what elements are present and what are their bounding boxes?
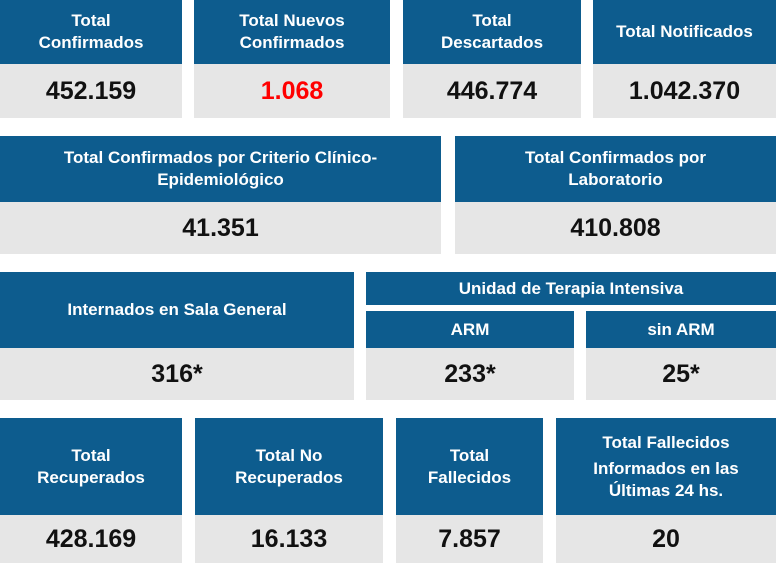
card-header: Total Nuevos Confirmados xyxy=(194,0,390,64)
card-uti-arm: ARM 233* xyxy=(366,311,574,400)
card-value: 1.042.370 xyxy=(593,64,776,118)
card-value: 428.169 xyxy=(0,515,182,563)
header-line-3: Últimas 24 hs. xyxy=(608,480,724,500)
header-line-2: Recuperados xyxy=(37,467,145,487)
card-header: ARM xyxy=(366,311,574,348)
header-line-1: Total No xyxy=(255,445,323,465)
header-line-1: Total Nuevos xyxy=(239,11,345,30)
header-line-1: Total xyxy=(449,445,490,465)
card-value: 16.133 xyxy=(195,515,383,563)
uti-title-band: Unidad de Terapia Intensiva xyxy=(366,272,776,305)
card-header: Total Notificados xyxy=(593,0,776,64)
card-internados-sala-general: Internados en Sala General 316* xyxy=(0,272,354,400)
card-total-confirmados: Total Confirmados 452.159 xyxy=(0,0,182,118)
card-header: Total No Recuperados xyxy=(195,418,383,515)
card-value: 1.068 xyxy=(194,64,390,118)
uti-title: Unidad de Terapia Intensiva xyxy=(458,278,684,298)
card-total-no-recuperados: Total No Recuperados 16.133 xyxy=(195,418,383,563)
card-value: 446.774 xyxy=(403,64,581,118)
header-line-2: Epidemiológico xyxy=(157,170,284,189)
header-line-2: Confirmados xyxy=(38,33,144,52)
header-line-1: Total Confirmados por xyxy=(524,148,706,167)
card-value: 20 xyxy=(556,515,776,563)
header-line-1: Total xyxy=(472,11,512,30)
card-value: 25* xyxy=(586,348,776,400)
card-fallecidos-ultimas-24hs: Total Fallecidos Informados en las Últim… xyxy=(556,418,776,563)
card-confirmados-laboratorio: Total Confirmados por Laboratorio 410.80… xyxy=(455,136,776,254)
card-value: 41.351 xyxy=(0,202,441,254)
card-total-nuevos-confirmados: Total Nuevos Confirmados 1.068 xyxy=(194,0,390,118)
card-header: Total Fallecidos Informados en las Últim… xyxy=(556,418,776,515)
header-line-2: Laboratorio xyxy=(568,170,663,189)
card-total-notificados: Total Notificados 1.042.370 xyxy=(593,0,776,118)
card-value: 233* xyxy=(366,348,574,400)
header-line-1: Total xyxy=(71,11,111,30)
card-total-descartados: Total Descartados 446.774 xyxy=(403,0,581,118)
card-value: 452.159 xyxy=(0,64,182,118)
card-header: Total Confirmados por Criterio Clínico- … xyxy=(0,136,441,202)
card-header: Total Recuperados xyxy=(0,418,182,515)
header-line-1: Total Confirmados por Criterio Clínico- xyxy=(63,148,378,167)
header-line-1: Total Fallecidos xyxy=(602,432,730,452)
card-header: Internados en Sala General xyxy=(0,272,354,348)
card-header: Total Confirmados xyxy=(0,0,182,64)
header-label: Internados en Sala General xyxy=(67,300,287,319)
card-total-recuperados: Total Recuperados 428.169 xyxy=(0,418,182,563)
card-uti-sin-arm: sin ARM 25* xyxy=(586,311,776,400)
header-line-2: Informados en las xyxy=(593,458,739,478)
header-line-1: Total Notificados xyxy=(616,22,753,41)
card-confirmados-criterio-clinico: Total Confirmados por Criterio Clínico- … xyxy=(0,136,441,254)
card-header: Total Descartados xyxy=(403,0,581,64)
card-header: Total Fallecidos xyxy=(396,418,543,515)
header-line-2: Confirmados xyxy=(239,33,345,52)
card-header: sin ARM xyxy=(586,311,776,348)
card-value: 410.808 xyxy=(455,202,776,254)
header-label: ARM xyxy=(450,319,490,339)
header-line-2: Fallecidos xyxy=(427,467,512,487)
card-value: 316* xyxy=(0,348,354,400)
header-line-1: Total xyxy=(71,445,111,465)
header-label: sin ARM xyxy=(647,319,715,339)
header-line-2: Recuperados xyxy=(235,467,343,487)
header-line-2: Descartados xyxy=(440,33,544,52)
card-value: 7.857 xyxy=(396,515,543,563)
card-header: Total Confirmados por Laboratorio xyxy=(455,136,776,202)
card-total-fallecidos: Total Fallecidos 7.857 xyxy=(396,418,543,563)
